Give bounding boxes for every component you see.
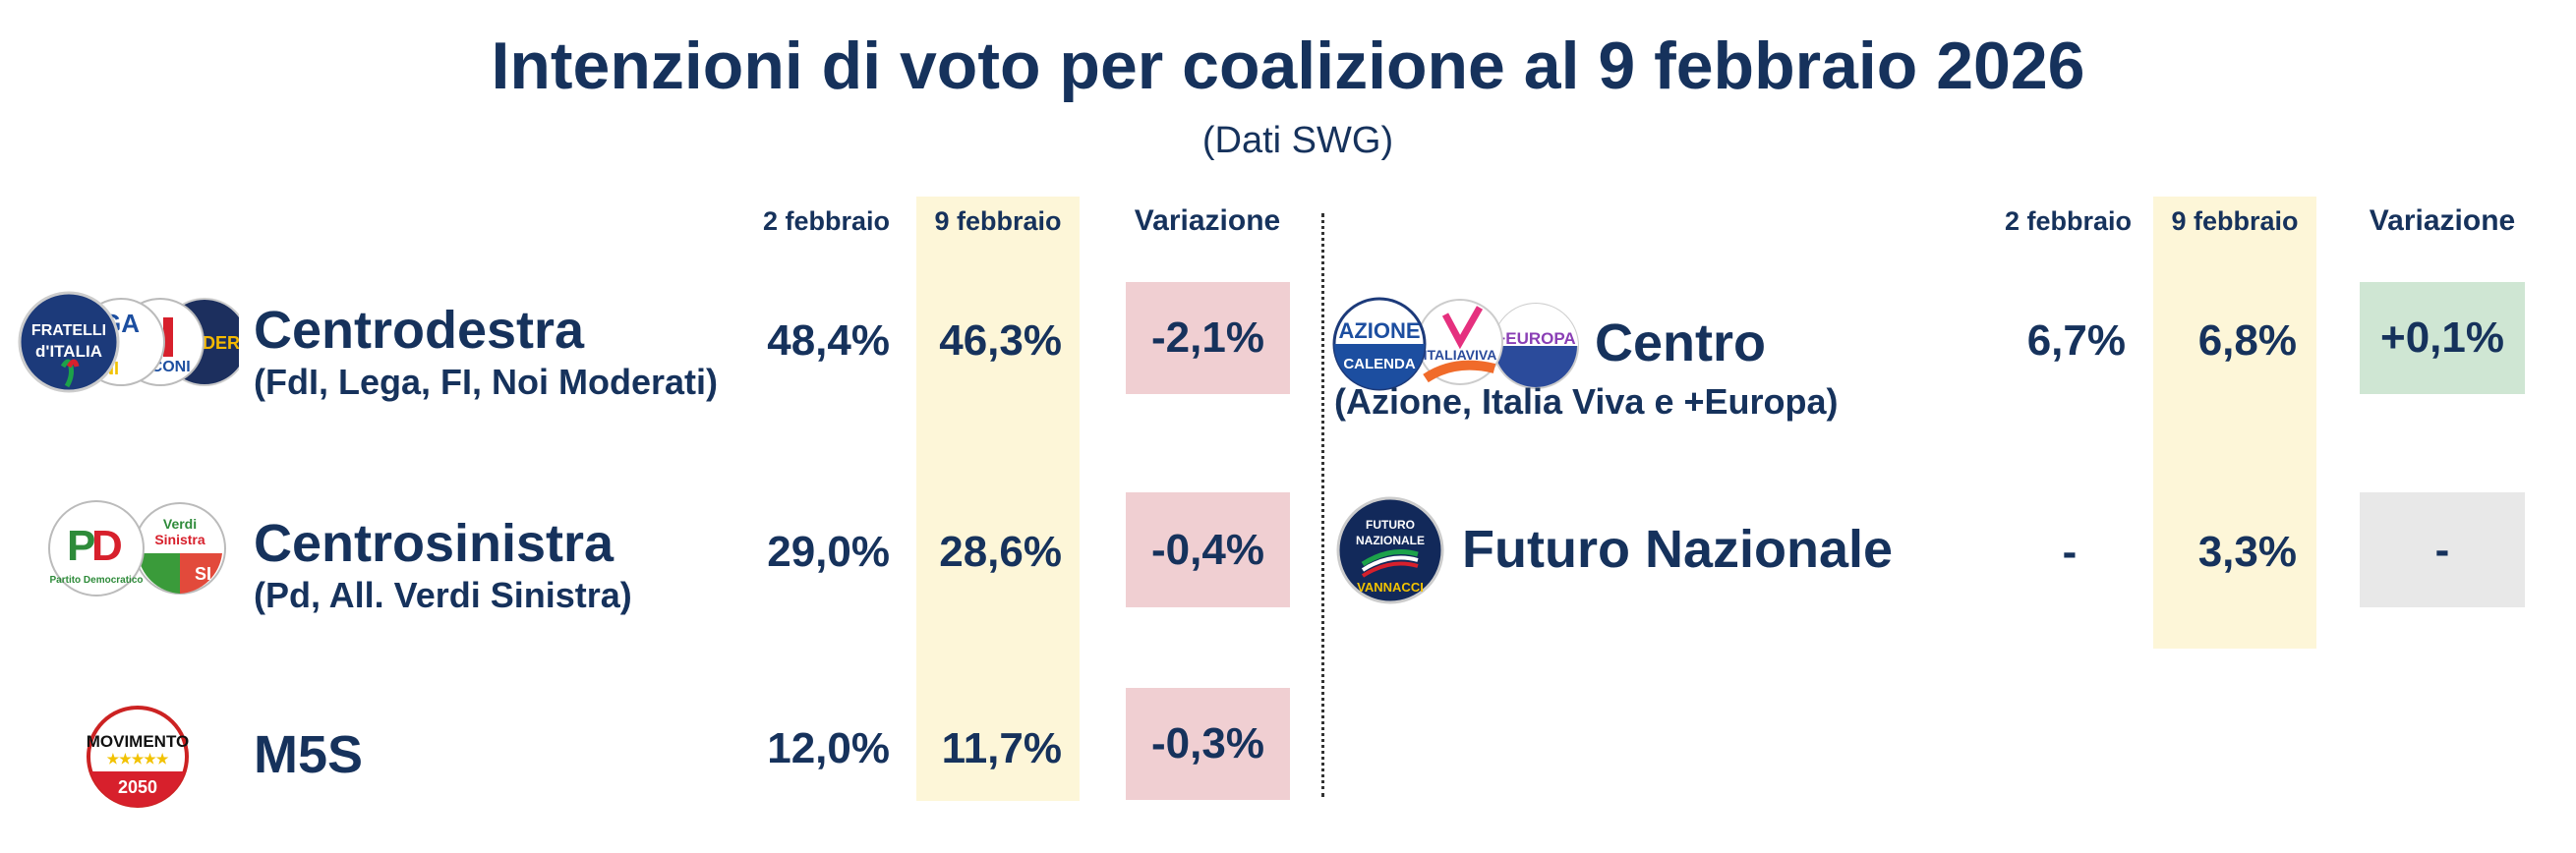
value-curr: 46,3%	[939, 316, 1062, 365]
futuro-nazionale-logo: FUTURO NAZIONALE VANNACCI	[1336, 496, 1444, 604]
value-curr: 11,7%	[941, 724, 1062, 772]
current-column-highlight-right	[2153, 197, 2316, 649]
centrodestra-logos: DERATI SCONI GA INI FRATELLI d'ITALIA	[18, 291, 239, 393]
page-subtitle: (Dati SWG)	[1201, 120, 1394, 161]
value-prev: 12,0%	[767, 724, 890, 772]
page-title: Intenzioni di voto per coalizione al 9 f…	[491, 28, 2085, 103]
svg-text:DERATI: DERATI	[203, 333, 239, 353]
coalition-name: M5S	[254, 725, 364, 784]
header-curr-left: 9 febbraio	[934, 206, 1062, 236]
svg-text:FUTURO: FUTURO	[1366, 518, 1415, 532]
value-curr: 6,8%	[2197, 316, 2297, 365]
value-curr: 28,6%	[939, 528, 1062, 576]
svg-text:NAZIONALE: NAZIONALE	[1356, 534, 1425, 547]
current-column-highlight-left	[916, 197, 1080, 801]
header-change-right: Variazione	[2369, 204, 2516, 237]
coalition-parties: (FdI, Lega, FI, Noi Moderati)	[254, 362, 718, 402]
svg-text:AZIONE: AZIONE	[1338, 318, 1420, 343]
change-badge: +0,1%	[2360, 282, 2525, 394]
change-badge: -0,4%	[1126, 492, 1290, 607]
centro-logos: +EUROPA ITALIAVIVA AZIONE CALENDA	[1332, 297, 1579, 391]
coalition-parties: (Pd, All. Verdi Sinistra)	[254, 575, 632, 615]
change-badge: -0,3%	[1126, 688, 1290, 800]
svg-text:Partito Democratico: Partito Democratico	[49, 575, 143, 586]
coalition-name: Centrodestra	[254, 301, 585, 360]
m5s-logo: MOVIMENTO ★★★★★ 2050	[87, 706, 190, 808]
svg-text:★★★★★: ★★★★★	[107, 751, 169, 767]
header-prev-left: 2 febbraio	[762, 206, 890, 236]
value-prev: 29,0%	[767, 528, 890, 576]
svg-text:P: P	[67, 522, 95, 570]
svg-text:CALENDA: CALENDA	[1343, 356, 1415, 372]
coalition-name: Futuro Nazionale	[1462, 520, 1894, 579]
svg-text:Sinistra: Sinistra	[154, 532, 205, 547]
centrosinistra-logos: Verdi Sinistra SI P D Partito Democratic…	[48, 500, 226, 597]
coalition-parties: (Azione, Italia Viva e +Europa)	[1334, 381, 1839, 422]
header-change-left: Variazione	[1134, 204, 1281, 237]
svg-text:Verdi: Verdi	[163, 516, 197, 532]
svg-text:SI: SI	[195, 564, 211, 584]
value-prev: 6,7%	[2026, 316, 2126, 365]
value-prev: 48,4%	[767, 316, 890, 365]
svg-text:MOVIMENTO: MOVIMENTO	[87, 732, 190, 751]
coalition-name: Centrosinistra	[254, 514, 615, 573]
value-curr: 3,3%	[2197, 528, 2297, 576]
value-prev: -	[2062, 528, 2078, 576]
change-badge: -	[2360, 492, 2525, 607]
svg-text:d'ITALIA: d'ITALIA	[35, 342, 102, 361]
coalition-name: Centro	[1595, 313, 1766, 372]
svg-text:+EUROPA: +EUROPA	[1495, 329, 1575, 348]
svg-text:FRATELLI: FRATELLI	[31, 322, 106, 339]
change-badge: -2,1%	[1126, 282, 1290, 394]
header-curr-right: 9 febbraio	[2171, 206, 2299, 236]
svg-text:D: D	[91, 522, 123, 570]
header-prev-right: 2 febbraio	[2004, 206, 2132, 236]
column-divider	[1321, 213, 1324, 797]
svg-text:2050: 2050	[118, 777, 157, 797]
svg-text:ITALIAVIVA: ITALIAVIVA	[1424, 347, 1497, 363]
svg-text:VANNACCI: VANNACCI	[1357, 580, 1424, 595]
